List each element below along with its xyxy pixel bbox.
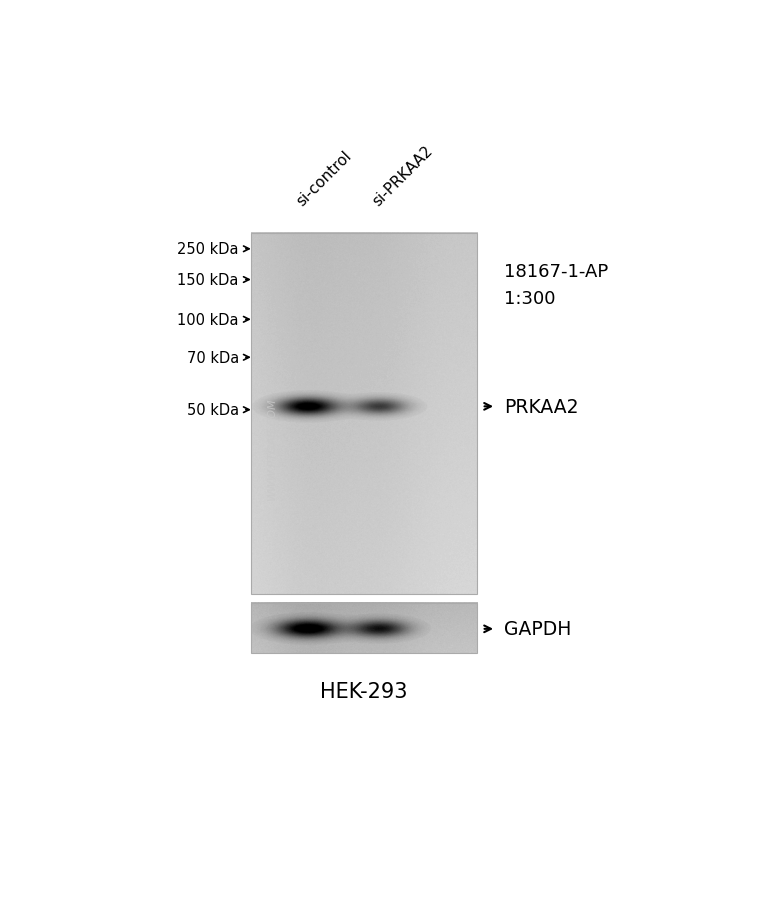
Text: 70 kDa: 70 kDa (187, 350, 239, 365)
Text: 50 kDa: 50 kDa (187, 402, 239, 418)
Text: GAPDH: GAPDH (504, 620, 571, 639)
Text: 18167-1-AP
1:300: 18167-1-AP 1:300 (504, 263, 608, 308)
Text: PRKAA2: PRKAA2 (504, 398, 578, 417)
Bar (250, 603, 477, 653)
Text: 100 kDa: 100 kDa (177, 312, 239, 327)
Text: si-PRKAA2: si-PRKAA2 (370, 143, 435, 209)
Text: 250 kDa: 250 kDa (177, 242, 239, 257)
Bar (250, 234, 477, 594)
Text: 150 kDa: 150 kDa (177, 272, 239, 288)
Text: WWW.PTGAB.COM: WWW.PTGAB.COM (266, 397, 276, 500)
Text: si-control: si-control (293, 148, 355, 209)
Text: HEK-293: HEK-293 (320, 682, 408, 702)
